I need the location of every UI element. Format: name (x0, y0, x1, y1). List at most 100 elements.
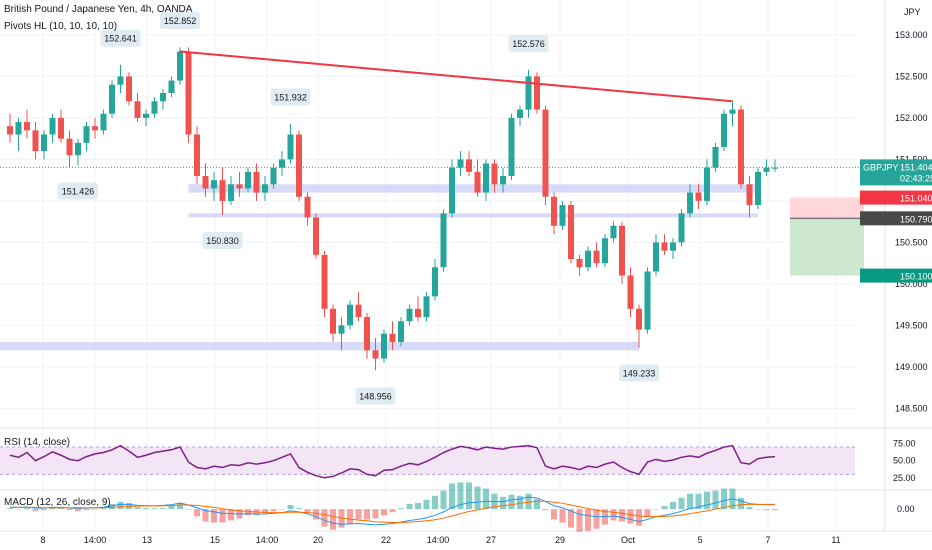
candle-body-18 (160, 93, 166, 102)
macd-hist-75 (644, 509, 651, 518)
target-tag-bg (860, 268, 932, 283)
time-tick-8: 27 (486, 535, 496, 545)
pivot-label-3: 152.576 (512, 39, 545, 49)
macd-hist-79 (678, 497, 685, 510)
candle-body-8 (75, 142, 81, 156)
candle-body-85 (729, 109, 736, 114)
last-tag-bg (860, 159, 932, 186)
time-tick-7: 14:00 (427, 535, 450, 545)
macd-hist-7 (66, 509, 73, 511)
candle-body-75 (644, 271, 651, 330)
candle-body-45 (389, 333, 396, 342)
candle-body-78 (670, 242, 676, 251)
macd-hist-45 (389, 509, 396, 513)
candle-body-44 (381, 333, 387, 359)
macd-hist-12 (109, 504, 115, 510)
candle-body-17 (151, 101, 158, 114)
candle-body-4 (41, 134, 47, 152)
macd-hist-34 (296, 508, 302, 510)
macd-hist-82 (704, 491, 710, 510)
macd-hist-49 (423, 499, 430, 510)
rsi-line (9, 444, 776, 479)
entry-tag-bg (860, 211, 932, 226)
pivot-label-4: 151.426 (62, 187, 95, 197)
candle-body-37 (321, 254, 328, 309)
macd-hist-56 (483, 488, 489, 510)
rsi-tick-1: 50.00 (893, 456, 916, 466)
macd-hist-88 (755, 509, 761, 510)
candle-body-43 (372, 350, 379, 359)
candle-body-46 (398, 321, 404, 342)
chart-title: British Pound / Japanese Yen, 4h, OANDA (4, 4, 193, 15)
candle-body-56 (483, 163, 489, 193)
candle-body-39 (338, 325, 345, 334)
macd-hist-71 (610, 509, 617, 521)
macd-hist-17 (151, 508, 158, 510)
stop-tag: 151.040 (900, 194, 932, 204)
macd-hist-89 (763, 509, 770, 511)
candle-body-73 (627, 275, 634, 309)
macd-hist-59 (508, 494, 515, 510)
price-tick-4: 150.500 (895, 237, 928, 247)
candle-body-10 (92, 126, 98, 131)
candle-body-19 (168, 80, 175, 93)
candle-body-41 (355, 304, 362, 318)
macd-hist-76 (653, 509, 659, 510)
macd-hist-50 (432, 495, 438, 510)
support-zone-1 (188, 213, 758, 218)
candlesticks (7, 47, 778, 371)
macd-hist-46 (398, 508, 404, 510)
candle-body-22 (194, 134, 200, 176)
trendline-group[interactable] (179, 50, 733, 103)
macd-hist-3 (32, 509, 39, 512)
macd-hist-9 (83, 509, 90, 511)
macd-hist-73 (627, 509, 634, 524)
macd-hist-47 (406, 504, 413, 510)
rsi-title: RSI (14, close) (4, 437, 71, 448)
candle-body-70 (602, 238, 608, 264)
candle-body-11 (100, 113, 107, 131)
candle-body-86 (738, 109, 744, 185)
macd-hist-81 (695, 493, 702, 510)
candle-body-61 (525, 76, 532, 110)
pivot-label-0: 152.641 (104, 34, 137, 44)
signal-line (10, 500, 775, 524)
pivot-label-7: 149.233 (623, 369, 656, 379)
pivot-label-box-2 (270, 88, 311, 106)
short-position-tool[interactable] (790, 197, 864, 276)
stop-loss-zone (790, 197, 864, 219)
candle-body-28 (245, 171, 251, 189)
candle-body-82 (704, 167, 710, 201)
candle-body-47 (406, 308, 413, 322)
candle-body-52 (449, 167, 455, 214)
price-tick-8: 152.500 (895, 71, 928, 81)
macd-hist-64 (551, 509, 557, 520)
candle-body-36 (313, 217, 319, 255)
candle-body-57 (491, 163, 498, 185)
candle-body-72 (619, 225, 625, 276)
macd-hist-58 (500, 496, 506, 510)
candle-body-55 (474, 171, 481, 193)
price-tick-1: 149.000 (895, 362, 928, 372)
candle-body-33 (287, 134, 294, 160)
entry-tag: 150.790 (900, 214, 932, 224)
macd-hist-18 (160, 508, 166, 510)
pivot-label-box-1 (160, 12, 200, 30)
candle-body-34 (296, 134, 302, 197)
candle-body-15 (134, 101, 141, 118)
macd-hist-16 (143, 508, 149, 510)
macd-hist-86 (738, 497, 744, 510)
time-tick-6: 22 (381, 535, 391, 545)
time-axis[interactable]: 8 14:00 13 15 14:00 20 22 14:00 27 29 Oct 5 7 11 (40, 535, 840, 545)
macd-hist-26 (228, 509, 234, 521)
candle-body-40 (347, 304, 353, 326)
macd-hist-77 (661, 506, 668, 510)
macd-hist-41 (355, 509, 362, 520)
support-zone-2 (0, 342, 639, 351)
candle-body-23 (202, 176, 209, 189)
macd-hist-87 (746, 507, 753, 510)
macd-hist-52 (449, 483, 455, 510)
candle-body-81 (695, 192, 702, 201)
